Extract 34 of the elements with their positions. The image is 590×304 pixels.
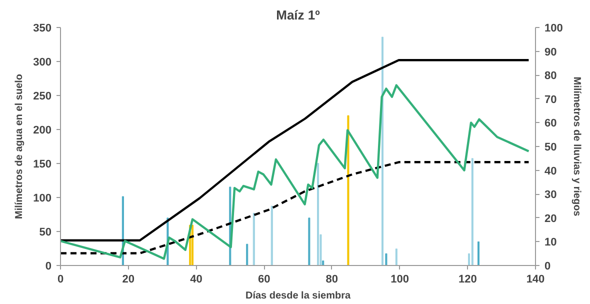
y-tick-label: 350 <box>33 22 52 34</box>
y2-tick-label: 60 <box>544 118 557 130</box>
x-tick-label: 100 <box>390 274 409 286</box>
y2-tick-label: 100 <box>544 22 563 34</box>
x-tick-label: 120 <box>458 274 477 286</box>
line-series <box>60 59 530 242</box>
x-tick-label: 140 <box>526 274 545 286</box>
y2-tick-label: 70 <box>544 94 557 106</box>
y-tick-label: 200 <box>33 124 52 136</box>
y-tick-label: 300 <box>33 56 52 68</box>
x-tick-label: 60 <box>258 274 270 286</box>
x-tick-label: 20 <box>122 274 134 286</box>
y-tick-label: 250 <box>33 90 52 102</box>
y-tick-label: 150 <box>33 158 52 170</box>
y2-tick-label: 0 <box>544 260 551 272</box>
x-axis-title: Días desde la siembra <box>245 290 351 302</box>
x-tick-label: 0 <box>57 274 64 286</box>
y-tick-label: 0 <box>45 260 52 272</box>
y-axis-title: Milímetros de agua en el suelo <box>14 74 26 220</box>
y2-tick-label: 40 <box>544 165 557 178</box>
line-series <box>60 84 530 260</box>
x-tick-label: 80 <box>326 274 338 286</box>
line-series <box>60 161 530 254</box>
y2-tick-label: 10 <box>544 236 557 249</box>
y2-tick-label: 50 <box>544 142 557 154</box>
chart-title: Maíz 1º <box>276 8 320 22</box>
y2-axis-title: Milímetros de lluvias y riegos <box>570 76 582 217</box>
y2-tick-label: 80 <box>544 70 557 82</box>
y-tick-label: 100 <box>33 192 52 204</box>
y2-tick-label: 20 <box>544 212 557 225</box>
y-tick-label: 50 <box>39 226 52 238</box>
y2-tick-label: 30 <box>544 189 557 202</box>
y2-tick-label: 90 <box>544 46 557 58</box>
x-tick-label: 40 <box>190 274 202 286</box>
